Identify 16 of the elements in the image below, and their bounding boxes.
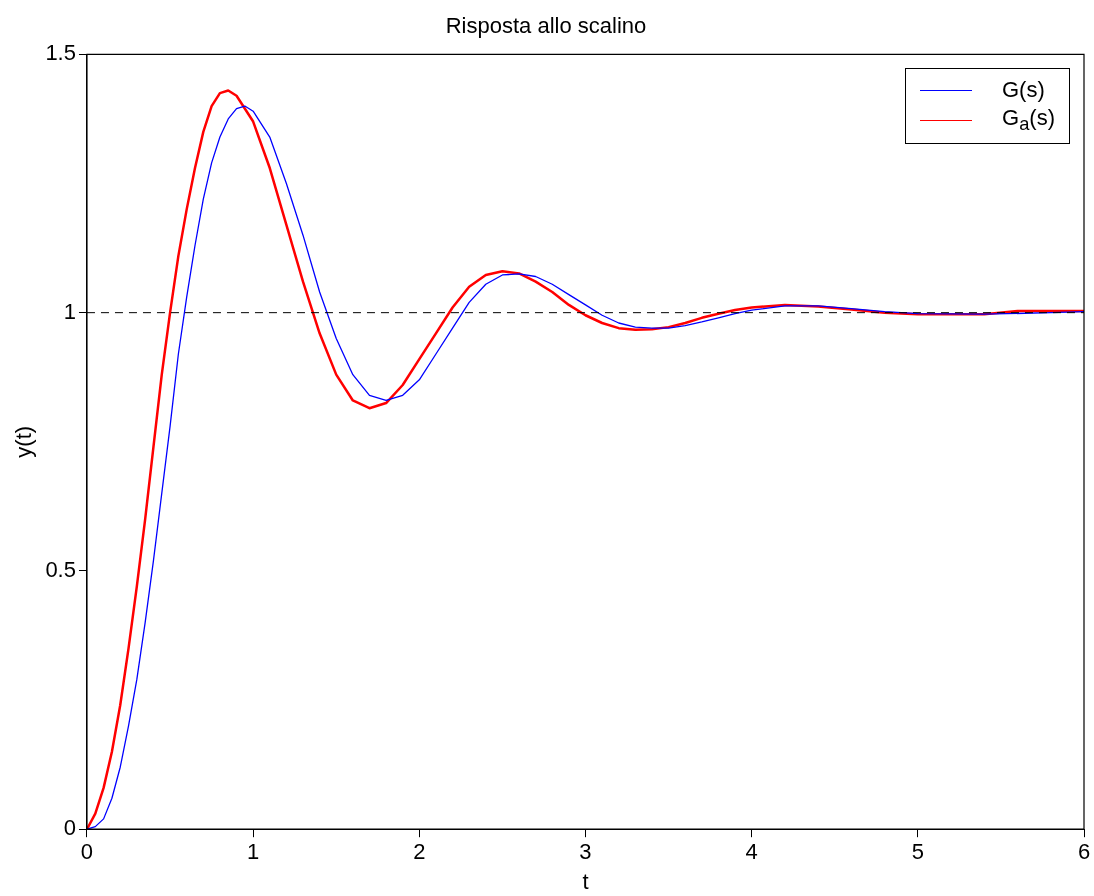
legend-label: G(s) xyxy=(1002,77,1045,104)
y-tick-label: 1.5 xyxy=(45,40,76,66)
x-tick-label: 4 xyxy=(745,839,758,865)
x-tick-label: 1 xyxy=(247,839,260,865)
x-tick-label: 5 xyxy=(911,839,924,865)
y-tick-label: 0 xyxy=(63,815,76,841)
legend-label: G$_{a}$(s) xyxy=(1002,105,1055,136)
x-tick-label: 2 xyxy=(413,839,426,865)
y-tick-label: 1 xyxy=(63,298,76,324)
x-axis-title: t xyxy=(582,868,589,894)
x-tick-label: 0 xyxy=(80,839,94,865)
y-tick-label: 0.5 xyxy=(45,557,76,582)
x-tick-label: 6 xyxy=(1077,839,1091,865)
x-tick-label: 3 xyxy=(579,839,592,865)
chart-title: Risposta allo scalino xyxy=(445,13,647,39)
y-axis-title: y(t) xyxy=(11,425,37,458)
